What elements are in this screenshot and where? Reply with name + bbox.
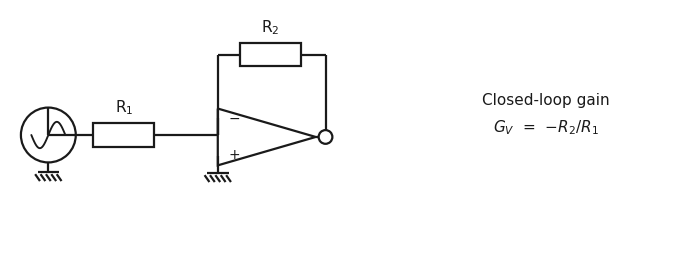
- Text: R$_2$: R$_2$: [262, 18, 280, 37]
- Text: R$_1$: R$_1$: [115, 99, 133, 117]
- Text: Closed-loop gain: Closed-loop gain: [482, 93, 610, 108]
- Bar: [240, 43, 301, 66]
- Text: $G_V$  =  $-R_2/R_1$: $G_V$ = $-R_2/R_1$: [493, 119, 598, 137]
- Text: $-$: $-$: [228, 110, 239, 124]
- Bar: [93, 123, 154, 147]
- Text: $+$: $+$: [228, 148, 239, 161]
